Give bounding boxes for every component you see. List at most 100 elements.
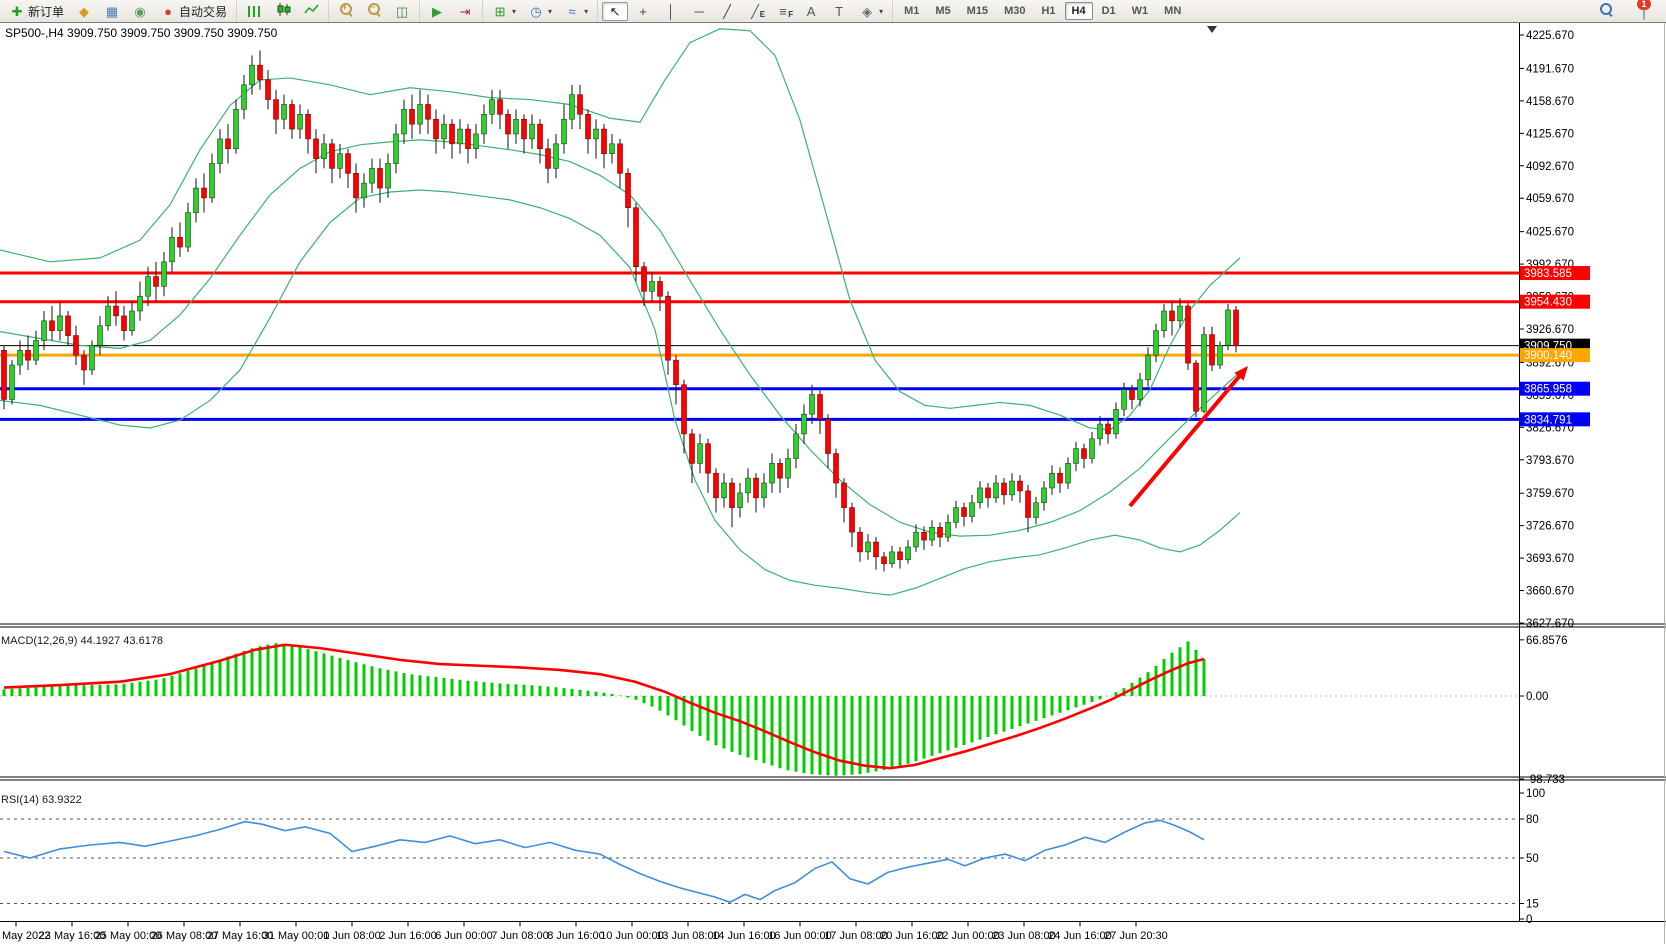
fibo-icon: ≡ F [779,3,794,19]
price-tick: 3793.670 [1526,455,1574,467]
market-watch-button[interactable]: ▦ [99,2,125,21]
line-chart-button[interactable] [298,1,324,21]
timeframe-m5-button[interactable]: M5 [935,5,951,17]
time-tick: 26 May 08:00 [151,930,218,942]
auto-trading-button[interactable]: ● 自动交易 [155,1,232,22]
time-tick: 8 Jun 16:00 [547,930,605,942]
dropdown-arrow-icon[interactable]: ▾ [584,6,589,16]
search-button[interactable] [1593,1,1619,21]
toolbar-group: ↖ + │ ─ ╱ ╱ E ≡ F A T ◈ ▾ [597,0,892,22]
time-tick: 22 Jun 00:00 [936,930,1000,942]
cursor-icon: ↖ [609,3,621,19]
chart-title: SP500-,H4 3909.750 3909.750 3909.750 390… [5,26,278,40]
text-button[interactable]: A [798,2,824,21]
chart-shift-marker[interactable] [1207,26,1217,33]
price-badge-text: 3954.430 [1524,297,1572,309]
time-tick: 24 Jun 16:00 [1048,930,1112,942]
trend-arrow[interactable] [1128,372,1244,508]
candle-chart-button[interactable] [270,1,296,21]
toolbar-group: M1 M5 M15 M30 H1 H4 D1 W1 MN [892,0,1192,22]
chart-window: SP500-,H4 3909.750 3909.750 3909.750 390… [0,23,1666,944]
price-tick: 4059.670 [1526,193,1574,205]
timeframe-d1-button[interactable]: D1 [1101,5,1116,17]
trendline-button[interactable]: ╱ [714,2,740,21]
new-order-button[interactable]: ✚ 新订单 [4,1,69,22]
bars-chart-icon [248,5,262,17]
timeframe-h1-button[interactable]: H1 [1041,5,1056,17]
pot-icon: ● [164,3,172,19]
timeframe-mn-button[interactable]: MN [1164,5,1182,17]
time-tick: 13 Jun 08:00 [656,930,720,942]
time-tick: 31 May 00:00 [263,930,330,942]
price-badge-3983.585 [1520,266,1590,281]
label-button[interactable]: T [826,2,852,21]
timeframe-w1-button[interactable]: W1 [1131,5,1149,17]
new-order-button-label: 新订单 [28,4,65,19]
macd-scale-tick: -98.733 [1526,774,1565,786]
chart-canvas[interactable]: SP500-,H4 3909.750 3909.750 3909.750 390… [0,23,1666,944]
price-tick: 3759.670 [1526,488,1574,500]
label-icon: T [835,3,844,19]
chart-shift-button[interactable]: ⇥ [452,2,478,21]
deposit-button[interactable]: ◆ [71,2,97,21]
cursor-button[interactable]: ↖ [602,1,629,21]
timeframe-h4-button[interactable]: H4 [1064,2,1093,20]
dropdown-arrow-icon[interactable]: ▾ [512,6,517,16]
notifications-button[interactable]: 1 [1631,0,1657,21]
dropdown-arrow-icon[interactable]: ▾ [548,6,553,16]
time-tick: 25 May 00:00 [95,930,162,942]
rsi-label: RSI(14) 63.9322 [1,794,82,806]
price-tick: 3627.670 [1526,618,1574,630]
fibonacci-button[interactable]: ≡ F [770,2,796,21]
tile-windows-button[interactable]: ◫ [389,2,415,21]
time-tick: 1 Jun 08:00 [323,930,381,942]
trendline-icon: ╱ [723,3,731,19]
signals-button[interactable]: ◉ [127,2,153,21]
indicators-button[interactable]: ≈ ▾ [559,2,593,21]
candlestick-series [1,50,1239,572]
toolbar-group: ▶ ⇥ [419,0,482,22]
dropdown-arrow-icon[interactable]: ▾ [879,6,884,16]
timeframe-m30-button[interactable]: M30 [1004,5,1026,17]
timeframe-m1-button[interactable]: M1 [904,5,920,17]
channel-button[interactable]: ╱ E [742,2,768,21]
rsi-scale-tick: 15 [1526,899,1539,911]
price-tick: 4191.670 [1526,63,1574,75]
vertical-line-button[interactable]: │ [658,2,684,21]
main-toolbar: ✚ 新订单 ◆ ▦ ◉ ● 自动交易 + − ◫ ▶ ⇥ ⊞ ▾ ◷ ▾ ≈ ▾ ↖ + │ ─ ╱ ╱ E ≡ F A T ◈ ▾ M1 M5… [0,0,1666,23]
rsi-scale-tick: 80 [1526,814,1539,826]
rsi-pane: RSI(14) 63.9322 [0,794,1519,904]
price-tick: 4125.670 [1526,128,1574,140]
rsi-scale-tick: 50 [1526,853,1539,865]
indicators-icon: ≈ [568,3,576,19]
tile-windows-icon: ◫ [395,3,409,19]
price-tick: 3693.670 [1526,553,1574,565]
signal-icon: ◉ [134,3,146,19]
price-tick: 3726.670 [1526,521,1574,533]
crosshair-button[interactable]: + [630,2,656,21]
auto-trading-button-label: 自动交易 [179,4,228,19]
time-tick: 6 Jun 00:00 [435,930,493,942]
timeframe-m15-button[interactable]: M15 [966,5,989,17]
time-tick: 2 Jun 16:00 [379,930,437,942]
zoom-in-button[interactable]: + [333,1,359,21]
search-icon [1598,3,1614,19]
bar-chart-button[interactable] [241,2,268,21]
period-button[interactable]: ◷ ▾ [523,2,557,21]
time-tick: 23 Jun 08:00 [992,930,1056,942]
auto-scroll-button[interactable]: ▶ [424,2,450,21]
hline-icon: ─ [694,3,704,19]
horizontal-line-button[interactable]: ─ [686,2,712,21]
time-tick: 7 Jun 08:00 [491,930,549,942]
zoom-out-button[interactable]: − [361,1,387,21]
price-axis[interactable]: 4225.670 4191.670 4158.670 4125.670 4092.670… [1519,30,1590,926]
time-tick: 17 Jun 08:00 [824,930,888,942]
time-tick: 14 Jun 16:00 [712,930,776,942]
arrows-button[interactable]: ◈ ▾ [854,2,888,21]
chart-step-icon: ⇥ [459,3,471,19]
new-chart-button[interactable]: ⊞ ▾ [487,2,521,21]
bollinger-lower-band [0,189,1241,596]
price-badge-text: 3834.791 [1524,414,1572,426]
